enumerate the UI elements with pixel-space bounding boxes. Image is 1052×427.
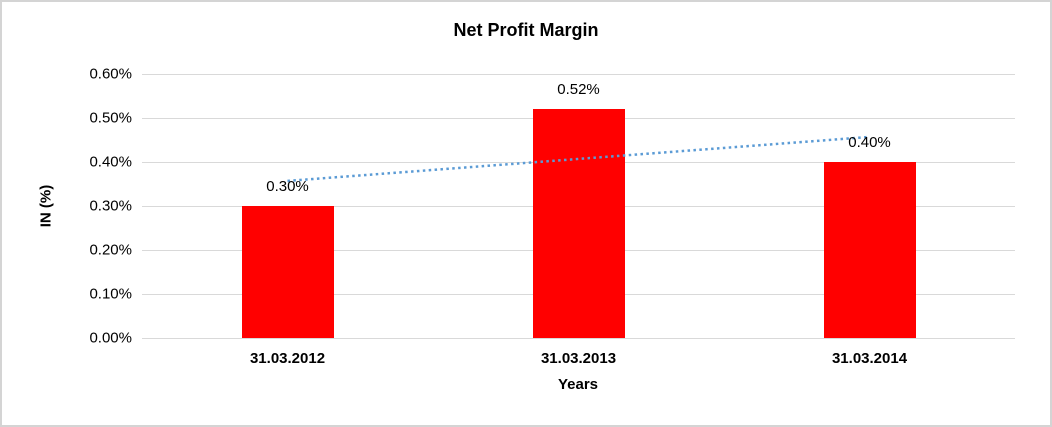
x-tick-label: 31.03.2014 (831, 350, 908, 367)
y-tick-label: 0.00% (89, 329, 132, 347)
bar (823, 162, 916, 338)
bar-data-label: 0.40% (848, 134, 891, 151)
y-tick-label: 0.20% (89, 241, 132, 259)
bar-data-label: 0.52% (557, 81, 600, 99)
gridline (142, 74, 1015, 75)
x-axis-title: Years (557, 376, 599, 393)
x-tick-label: 31.03.2013 (540, 350, 617, 367)
y-tick-label: 0.60% (89, 65, 132, 83)
bar (532, 109, 625, 338)
y-tick-label: 0.30% (89, 197, 132, 215)
gridline (142, 338, 1015, 339)
y-tick-label: 0.10% (89, 285, 132, 303)
x-tick-label: 31.03.2012 (249, 350, 326, 367)
y-tick-label: 0.40% (89, 153, 132, 171)
y-tick-label: 0.50% (89, 109, 132, 127)
bar-data-label: 0.30% (266, 178, 309, 195)
chart-title: Net Profit Margin (453, 20, 599, 40)
bar (241, 206, 334, 338)
